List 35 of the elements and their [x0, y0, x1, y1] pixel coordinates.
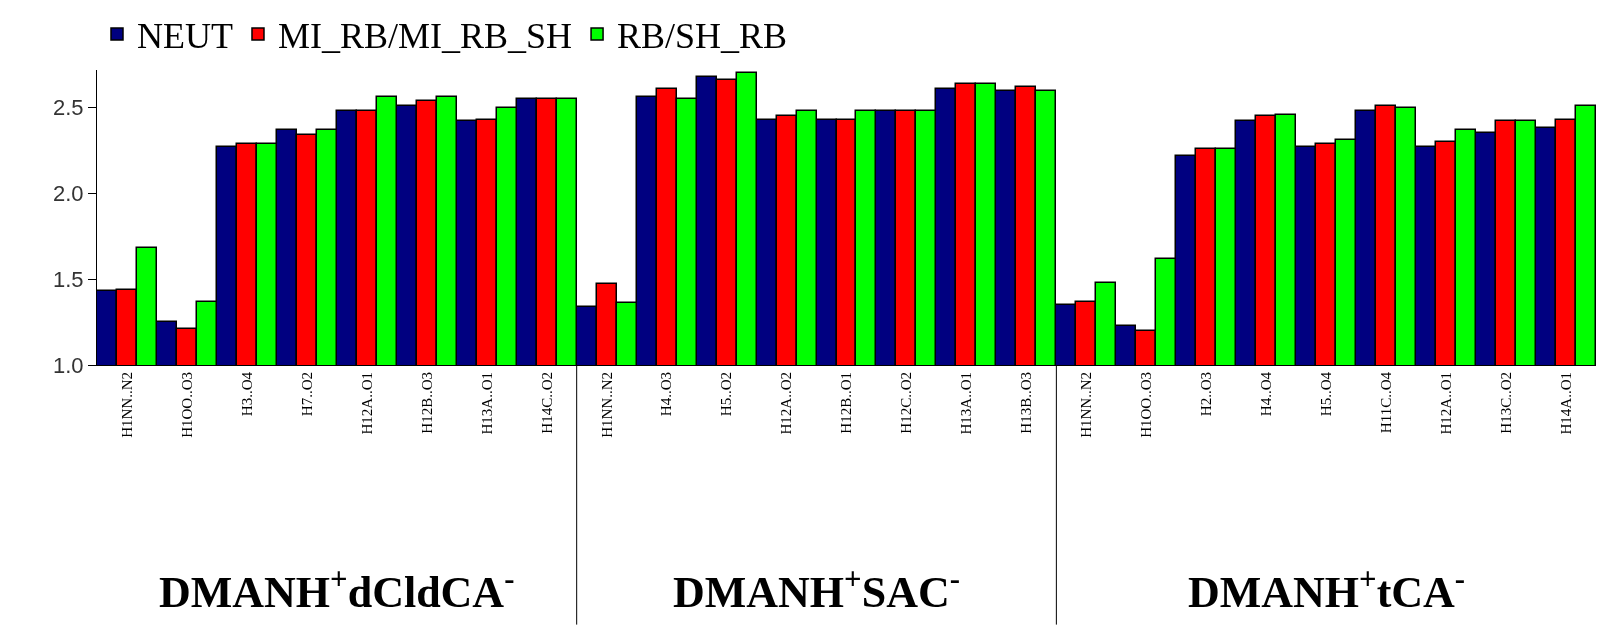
- text: DMANH$^{+}$SAC$^{-}$: [673, 562, 960, 618]
- x-tick-label: H3..O4: [238, 371, 255, 417]
- legend-label: RB/SH_RB: [617, 16, 788, 57]
- x-tick-label: H13B..O3: [1018, 372, 1035, 434]
- x-tick-label: H12A..O1: [358, 372, 375, 435]
- x-tick-label: H5..O4: [1318, 371, 1335, 417]
- y-tick-label: 2.0: [53, 181, 84, 207]
- x-tick-label: H12A..O2: [778, 372, 795, 435]
- x-tick-label: H5..O2: [718, 372, 735, 417]
- x-tick-label: H1NN..N2: [1078, 372, 1095, 438]
- x-tick-label: H1OO..O3: [1138, 372, 1155, 438]
- x-tick-label: H12B..O1: [838, 372, 855, 434]
- legend-label: MI_RB/MI_RB_SH: [277, 16, 573, 57]
- y-tick-label: 1.0: [53, 352, 84, 378]
- x-tick-label: H14A..O1: [1557, 372, 1574, 435]
- x-tick-label: H13A..O1: [478, 372, 495, 435]
- y-tick-label: 1.5: [53, 266, 84, 292]
- x-tick-label: H12C..O2: [898, 372, 915, 434]
- x-tick-label: H11C..O4: [1378, 371, 1395, 434]
- y-tick-label: 2.5: [53, 95, 84, 121]
- legend-label: NEUT: [137, 16, 233, 57]
- x-tick-label: H1NN..N2: [118, 372, 135, 438]
- x-tick-label: H13C..O2: [1497, 372, 1514, 434]
- x-tick-label: H12B..O3: [418, 372, 435, 434]
- x-tick-label: H12A..O1: [1437, 372, 1454, 435]
- x-tick-label: H1OO..O3: [178, 372, 195, 438]
- x-tick-label: H2..O3: [1198, 372, 1215, 417]
- text: DMANH$^{+}$dCldCA$^{-}$: [159, 562, 515, 618]
- x-tick-label: H7..O2: [298, 372, 315, 417]
- x-tick-label: H1NN..N2: [598, 372, 615, 438]
- x-tick-label: H13A..O1: [958, 372, 975, 435]
- x-tick-label: H4..O4: [1258, 371, 1275, 417]
- text: DMANH$^{+}$tCA$^{-}$: [1188, 562, 1466, 618]
- x-tick-label: H14C..O2: [538, 372, 555, 434]
- x-tick-label: H4..O3: [658, 372, 675, 417]
